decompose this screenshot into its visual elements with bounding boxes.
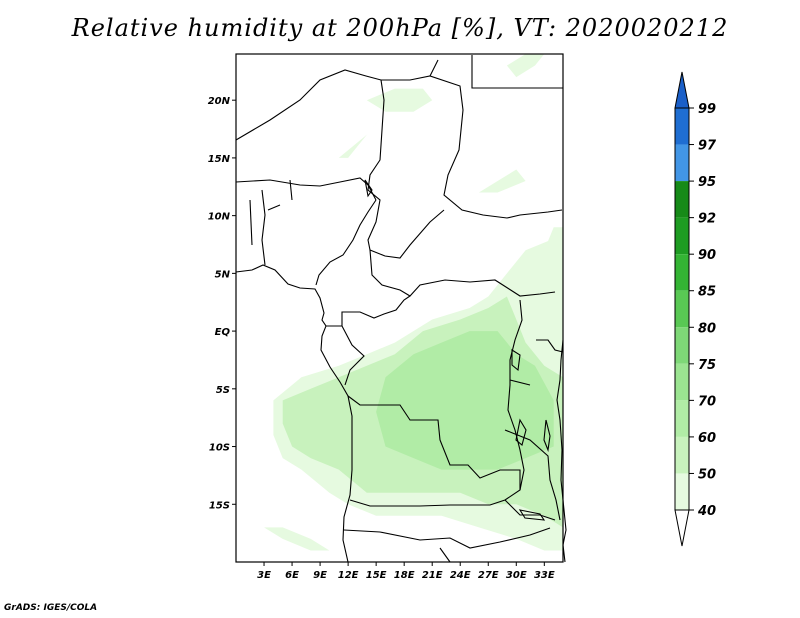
colorbar-segment bbox=[675, 400, 689, 437]
lat-tick-label: 20N bbox=[208, 96, 231, 107]
border-congo-gabon bbox=[326, 295, 411, 386]
border-nigeria-cameroon bbox=[315, 199, 377, 286]
colorbar-label: 85 bbox=[698, 285, 716, 300]
colorbar-label: 90 bbox=[698, 248, 716, 263]
border-sudan-east bbox=[471, 55, 563, 89]
colorbar-label: 97 bbox=[698, 139, 717, 154]
lon-tick-label: 12E bbox=[338, 570, 359, 581]
colorbar-outline bbox=[674, 107, 690, 511]
lat-tick-label: 5N bbox=[215, 269, 231, 280]
colorbar-top-arrow bbox=[674, 71, 690, 109]
humidity-fill-layer bbox=[264, 54, 563, 551]
humidity-area-70 bbox=[376, 331, 554, 470]
border-lakes bbox=[504, 339, 564, 521]
lake-outlines bbox=[364, 179, 551, 521]
colorbar-segment bbox=[675, 181, 689, 218]
lat-tick-label: 10S bbox=[209, 443, 230, 454]
colorbar-segment bbox=[675, 473, 689, 510]
lon-tick-label: 21E bbox=[422, 570, 443, 581]
humidity-area-50 bbox=[264, 527, 330, 551]
border-drc-east bbox=[507, 299, 525, 491]
lon-tick-label: 9E bbox=[313, 570, 327, 581]
map-title: Relative humidity at 200hPa [%], VT: 202… bbox=[71, 14, 729, 42]
colorbar-segment bbox=[675, 327, 689, 364]
colorbar-label: 70 bbox=[698, 394, 716, 409]
colorbar: 40 50 60 70 75 80 85 90 92 95 97 99 bbox=[674, 71, 717, 547]
border-drc-angola bbox=[347, 395, 521, 507]
colorbar-segment bbox=[675, 436, 689, 474]
border-zambia-south bbox=[343, 499, 556, 549]
credit-label: GrADS: IGES/COLA bbox=[4, 603, 98, 613]
lat-tick-label: 15N bbox=[208, 154, 231, 165]
lat-tick-label: 5S bbox=[216, 385, 230, 396]
colorbar-label: 50 bbox=[698, 467, 716, 482]
latitude-axis: 20N 15N 10N 5N EQ 5S 10S 15S bbox=[208, 96, 236, 511]
coastline-east-africa bbox=[556, 339, 567, 563]
colorbar-label: 99 bbox=[698, 102, 716, 117]
border-car bbox=[369, 209, 556, 297]
border-chad-west bbox=[367, 79, 385, 251]
colorbar-label: 80 bbox=[698, 321, 716, 336]
colorbar-segment bbox=[675, 108, 689, 145]
colorbar-segment bbox=[675, 363, 689, 401]
colorbar-label: 40 bbox=[697, 504, 716, 519]
lat-tick-label: EQ bbox=[215, 327, 231, 338]
humidity-area-50 bbox=[544, 227, 563, 274]
border-sahara-north bbox=[235, 69, 563, 219]
humidity-area-50 bbox=[366, 88, 433, 112]
colorbar-label: 95 bbox=[698, 175, 716, 190]
humidity-area-50 bbox=[506, 54, 545, 78]
lat-tick-label: 10N bbox=[208, 212, 231, 223]
map-frame bbox=[235, 53, 564, 563]
lon-tick-label: 6E bbox=[285, 570, 299, 581]
humidity-area-50 bbox=[338, 111, 386, 158]
humidity-area-50 bbox=[478, 169, 526, 193]
lon-tick-label: 24E bbox=[450, 570, 471, 581]
colorbar-bottom-arrow bbox=[674, 509, 690, 547]
colorbar-segment bbox=[675, 254, 689, 291]
lat-tick-label: 15S bbox=[209, 500, 230, 511]
lon-tick-label: 15E bbox=[366, 570, 387, 581]
country-borders bbox=[235, 55, 567, 563]
colorbar-segment bbox=[675, 144, 689, 182]
lon-tick-label: 27E bbox=[478, 570, 499, 581]
border-misc bbox=[249, 59, 451, 563]
lon-tick-label: 30E bbox=[506, 570, 527, 581]
colorbar-label: 60 bbox=[698, 431, 716, 446]
colorbar-segment bbox=[675, 290, 689, 328]
lon-tick-label: 3E bbox=[257, 570, 271, 581]
lon-tick-label: 18E bbox=[394, 570, 415, 581]
colorbar-label: 92 bbox=[698, 212, 716, 227]
longitude-axis: 3E 6E 9E 12E 15E 18E 21E 24E 27E 30E 33E bbox=[257, 562, 555, 581]
border-niger-nigeria bbox=[235, 177, 377, 201]
lon-tick-label: 33E bbox=[534, 570, 555, 581]
coastline-west-africa bbox=[235, 264, 353, 563]
colorbar-segment bbox=[675, 217, 689, 255]
colorbar-label: 75 bbox=[698, 358, 716, 373]
